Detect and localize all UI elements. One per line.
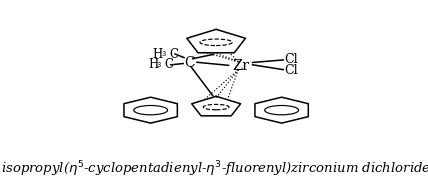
Text: isopropyl($\mathit{\eta}^5$-cyclopentadienyl-$\mathit{\eta}^3$-fluorenyl)zirconi: isopropyl($\mathit{\eta}^5$-cyclopentadi… bbox=[1, 159, 428, 179]
Text: $_3$: $_3$ bbox=[160, 49, 166, 59]
Text: H: H bbox=[153, 48, 163, 60]
Text: C: C bbox=[184, 56, 194, 70]
Text: Cl: Cl bbox=[285, 64, 298, 77]
Text: $_3$: $_3$ bbox=[156, 60, 162, 70]
Text: H: H bbox=[149, 58, 159, 71]
Text: Zr: Zr bbox=[232, 59, 249, 73]
Text: Cl: Cl bbox=[285, 53, 298, 66]
Text: C: C bbox=[165, 58, 174, 71]
Text: C: C bbox=[169, 48, 178, 60]
